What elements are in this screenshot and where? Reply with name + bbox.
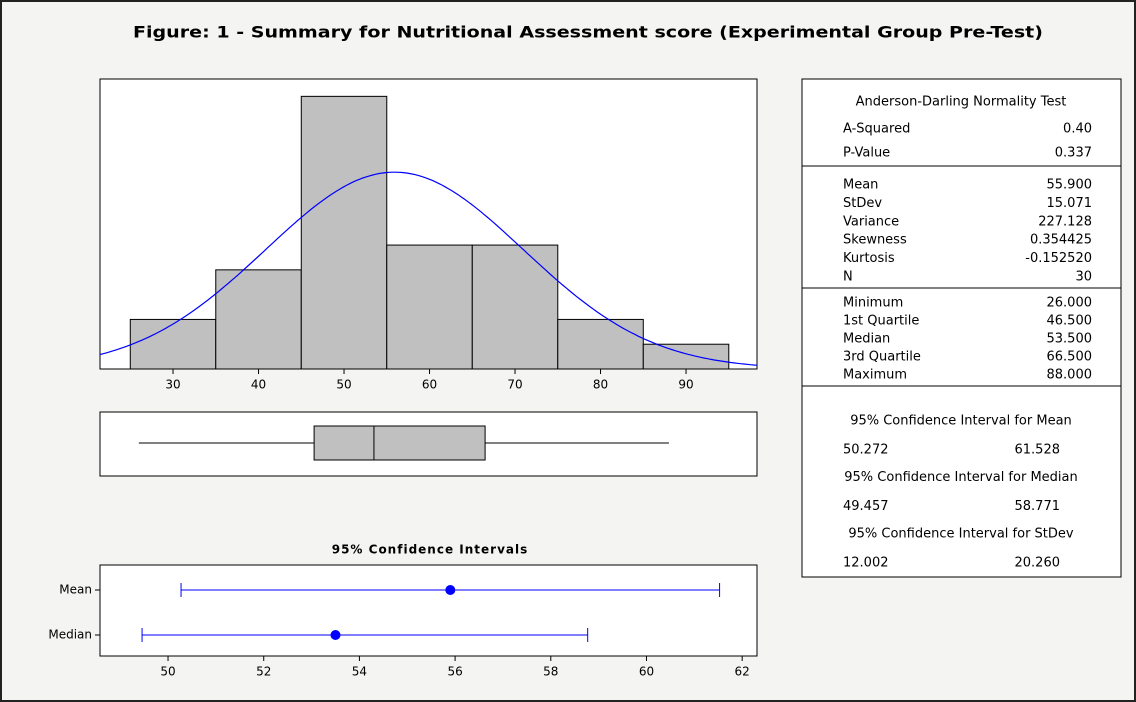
figure-title: Figure: 1 - Summary for Nutritional Asse… bbox=[133, 23, 1043, 42]
interval-high: 58.771 bbox=[1015, 499, 1061, 514]
interval-high: 20.260 bbox=[1015, 556, 1061, 571]
stat-value: 30 bbox=[1075, 270, 1092, 285]
stat-value: 88.000 bbox=[1047, 368, 1093, 383]
summary-table bbox=[801, 78, 1122, 578]
stat-value: 0.40 bbox=[1063, 122, 1092, 137]
stat-label: P-Value bbox=[843, 146, 890, 161]
test-title: Anderson-Darling Normality Test bbox=[856, 95, 1067, 110]
stat-value: -0.152520 bbox=[1025, 251, 1092, 266]
stat-label: Minimum bbox=[843, 296, 903, 311]
stat-label: A-Squared bbox=[843, 122, 910, 137]
point-estimate bbox=[445, 585, 456, 595]
stat-value: 227.128 bbox=[1038, 214, 1092, 229]
x-tick-label: 70 bbox=[507, 378, 522, 392]
x-tick-label: 56 bbox=[447, 665, 462, 679]
stat-label: StDev bbox=[843, 196, 882, 211]
interval-panel bbox=[99, 564, 758, 657]
stat-value: 0.354425 bbox=[1030, 233, 1092, 248]
histogram-bar bbox=[557, 318, 644, 370]
stat-label: Mean bbox=[843, 178, 878, 193]
histogram-bar bbox=[129, 318, 217, 370]
histogram-bar bbox=[300, 95, 388, 370]
stat-label: 1st Quartile bbox=[843, 314, 919, 329]
box bbox=[313, 425, 486, 461]
x-tick-label: 58 bbox=[543, 665, 558, 679]
interval-low: 12.002 bbox=[843, 556, 889, 571]
stat-value: 53.500 bbox=[1047, 332, 1093, 347]
x-tick-label: 54 bbox=[352, 665, 367, 679]
interval-title: 95% Confidence Intervals bbox=[332, 543, 529, 557]
stat-label: Kurtosis bbox=[843, 251, 895, 266]
stat-value: 26.000 bbox=[1047, 296, 1093, 311]
x-tick-label: 90 bbox=[678, 378, 693, 392]
histogram-bar bbox=[471, 244, 559, 370]
stat-value: 15.071 bbox=[1047, 196, 1093, 211]
stat-label: Variance bbox=[843, 214, 899, 229]
x-tick-label: 62 bbox=[735, 665, 750, 679]
x-tick-label: 50 bbox=[160, 665, 175, 679]
stat-value: 0.337 bbox=[1055, 146, 1092, 161]
stat-value: 66.500 bbox=[1047, 350, 1093, 365]
interval-heading: 95% Confidence Interval for Median bbox=[844, 470, 1077, 485]
y-tick-label: Mean bbox=[59, 583, 92, 597]
stat-value: 55.900 bbox=[1047, 178, 1093, 193]
interval-low: 49.457 bbox=[843, 499, 889, 514]
interval-heading: 95% Confidence Interval for Mean bbox=[850, 414, 1072, 429]
x-tick-label: 50 bbox=[336, 378, 351, 392]
stat-label: Median bbox=[843, 332, 890, 347]
interval-heading: 95% Confidence Interval for StDev bbox=[848, 527, 1074, 542]
interval-high: 61.528 bbox=[1015, 443, 1061, 458]
histogram-bar bbox=[215, 269, 302, 370]
x-tick-label: 60 bbox=[639, 665, 654, 679]
x-tick-label: 52 bbox=[256, 665, 271, 679]
histogram-bar bbox=[642, 343, 730, 370]
x-tick-label: 30 bbox=[165, 378, 180, 392]
x-tick-label: 40 bbox=[251, 378, 266, 392]
stat-label: N bbox=[843, 270, 853, 285]
x-tick-label: 60 bbox=[422, 378, 437, 392]
stat-label: Skewness bbox=[843, 233, 907, 248]
interval-low: 50.272 bbox=[843, 443, 889, 458]
point-estimate bbox=[330, 630, 341, 640]
stat-value: 46.500 bbox=[1047, 314, 1093, 329]
stat-label: Maximum bbox=[843, 368, 907, 383]
x-tick-label: 80 bbox=[593, 378, 608, 392]
y-tick-label: Median bbox=[48, 628, 92, 642]
stat-label: 3rd Quartile bbox=[843, 350, 921, 365]
normal-curve bbox=[99, 171, 758, 366]
histogram-bar bbox=[386, 244, 473, 370]
